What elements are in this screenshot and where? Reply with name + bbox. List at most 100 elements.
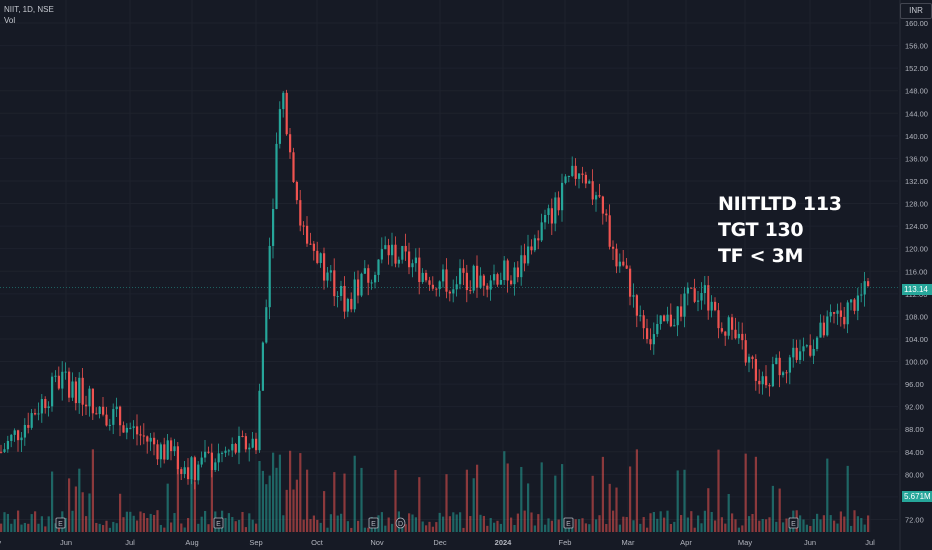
candle-body [727, 317, 730, 336]
volume-bar [744, 453, 747, 532]
volume-bar [676, 470, 679, 532]
candle-body [176, 446, 179, 470]
candle-body [51, 376, 54, 407]
candle-body [34, 413, 37, 415]
candle-body [761, 376, 764, 385]
candle-body [550, 208, 553, 224]
volume-bar [411, 514, 414, 532]
candle-body [452, 289, 455, 294]
candle-body [312, 243, 315, 251]
candle-body [282, 92, 285, 110]
candle-body [241, 435, 244, 437]
x-tick-label: Jul [125, 538, 135, 547]
candle-body [435, 288, 438, 290]
volume-bar [156, 510, 159, 532]
candle-body [635, 295, 638, 316]
volume-bar [476, 464, 479, 532]
x-tick-label: Feb [559, 538, 572, 547]
candle-body [180, 469, 183, 474]
volume-bar [584, 523, 587, 532]
candle-body [625, 265, 628, 269]
candle-body [227, 450, 230, 452]
candle-body [350, 298, 353, 310]
candle-body [231, 443, 234, 451]
candle-body [839, 310, 842, 317]
event-marker: E [368, 517, 379, 529]
y-tick-label: 160.00 [905, 19, 928, 28]
volume-bar [768, 517, 771, 532]
volume-bar [625, 517, 628, 532]
volume-bar [374, 526, 377, 532]
volume-bar [326, 527, 329, 532]
volume-bar [455, 514, 458, 532]
candle-body [108, 424, 111, 426]
candle-body [275, 143, 278, 209]
last-price-tag: 113.14 [902, 284, 932, 295]
y-tick-label: 132.00 [905, 177, 928, 186]
candle-body [404, 245, 407, 252]
currency-button[interactable]: INR [900, 3, 932, 19]
volume-bar [91, 449, 94, 532]
candle-body [584, 174, 587, 184]
candle-body [775, 357, 778, 365]
candle-body [669, 314, 672, 327]
volume-bar [71, 510, 74, 532]
volume-bar [489, 518, 492, 532]
candle-body [119, 406, 122, 426]
event-marker-label: D [398, 521, 403, 528]
volume-bar [860, 518, 863, 532]
candle-body [265, 307, 268, 343]
candle-body [289, 134, 292, 153]
annotation-line-2: TGT 130 [718, 219, 804, 241]
volume-bar [163, 527, 166, 532]
volume-bar [496, 520, 499, 532]
candle-body [343, 285, 346, 312]
y-tick-label: 100.00 [905, 358, 928, 367]
candle-body [788, 357, 791, 373]
volume-bar [428, 521, 431, 532]
volume-bar [241, 512, 244, 532]
candle-body [805, 345, 808, 347]
volume-bar [680, 515, 683, 532]
candle-body [561, 182, 564, 211]
volume-bar [554, 475, 557, 532]
volume-bar [741, 525, 744, 532]
volume-bar [822, 515, 825, 532]
volume-bar [544, 524, 547, 532]
candle-body [612, 246, 615, 249]
x-tick-label: Mar [622, 538, 635, 547]
volume-bar [438, 512, 441, 532]
y-tick-label: 124.00 [905, 222, 928, 231]
event-marker-label: E [566, 521, 571, 528]
candle-body [115, 406, 118, 410]
candle-body [533, 238, 536, 251]
candle-body [40, 399, 43, 414]
candle-body [683, 293, 686, 317]
volume-bar [102, 525, 105, 532]
candle-body [17, 430, 20, 441]
candle-body [248, 447, 251, 450]
volume-bar [778, 488, 781, 532]
volume-bar [843, 516, 846, 532]
candle-body [646, 328, 649, 340]
volume-bar [574, 519, 577, 532]
volume-bar [853, 510, 856, 532]
volume-bar [207, 524, 210, 532]
volume-bar [377, 515, 380, 532]
volume-bar [493, 522, 496, 532]
volume-bar [418, 477, 421, 532]
event-marker-box [368, 517, 379, 529]
candle-body [812, 348, 815, 356]
volume-bar [765, 519, 768, 532]
volume-bar [227, 513, 230, 532]
candle-body [724, 331, 727, 336]
volume-bar [40, 516, 43, 532]
volume-bar [513, 524, 516, 532]
candle-body [6, 440, 9, 450]
event-marker: E [213, 517, 224, 529]
candle-body [414, 257, 417, 264]
candle-body [479, 275, 482, 288]
candle-body [520, 255, 523, 278]
